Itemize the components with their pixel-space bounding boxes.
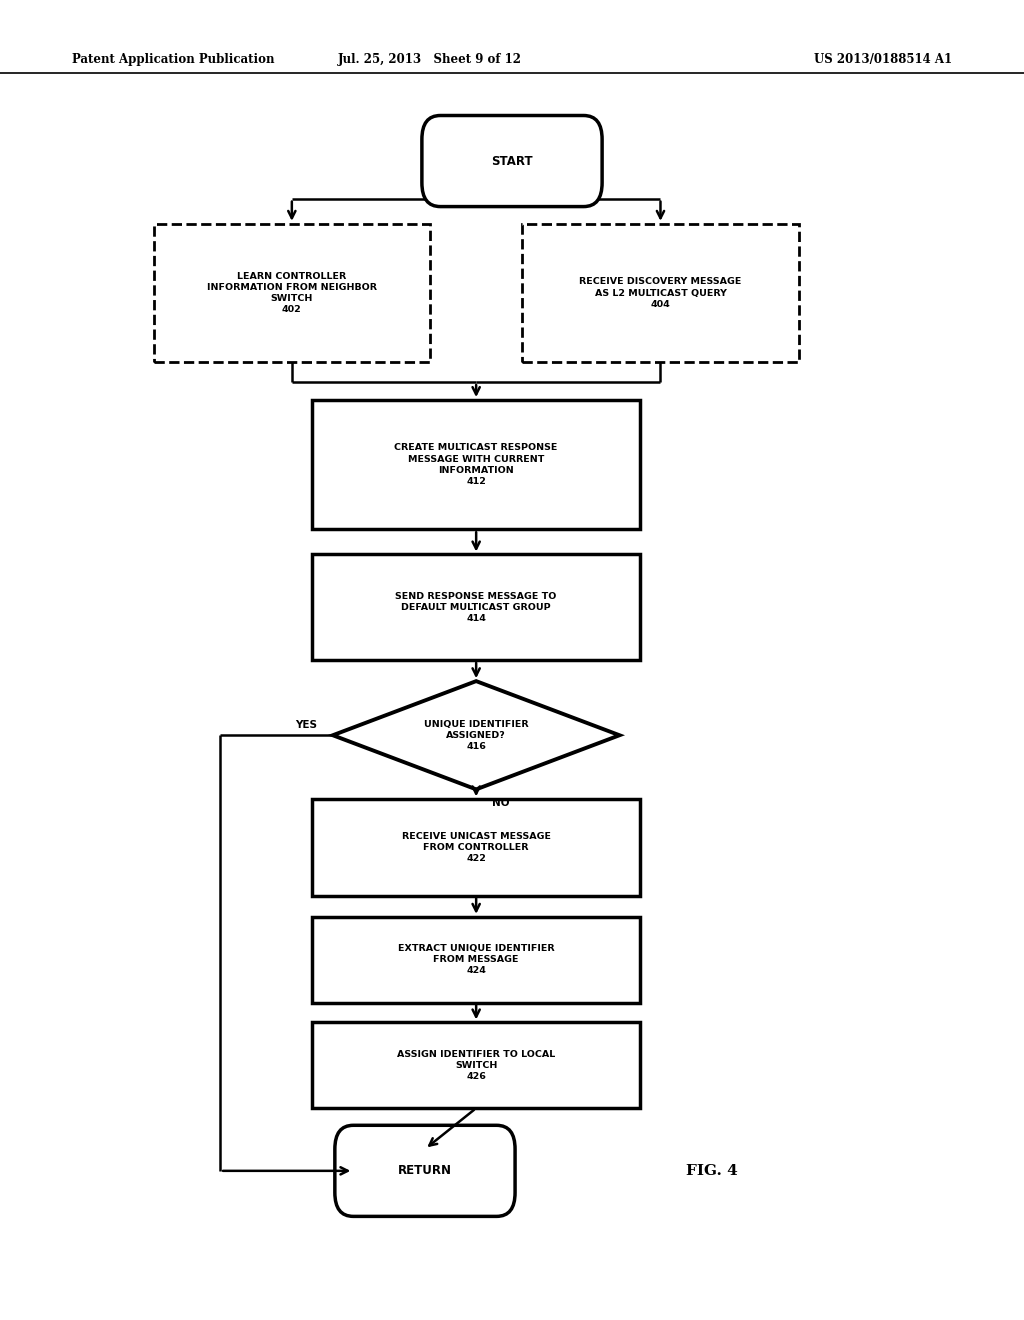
Text: UNIQUE IDENTIFIER
ASSIGNED?
416: UNIQUE IDENTIFIER ASSIGNED? 416 bbox=[424, 719, 528, 751]
FancyBboxPatch shape bbox=[335, 1125, 515, 1217]
Text: RECEIVE UNICAST MESSAGE
FROM CONTROLLER
422: RECEIVE UNICAST MESSAGE FROM CONTROLLER … bbox=[401, 832, 551, 863]
Bar bbox=[312, 916, 640, 1003]
Text: START: START bbox=[492, 154, 532, 168]
Bar bbox=[312, 1022, 640, 1109]
Text: EXTRACT UNIQUE IDENTIFIER
FROM MESSAGE
424: EXTRACT UNIQUE IDENTIFIER FROM MESSAGE 4… bbox=[398, 944, 554, 975]
Bar bbox=[522, 223, 799, 362]
Text: LEARN CONTROLLER
INFORMATION FROM NEIGHBOR
SWITCH
402: LEARN CONTROLLER INFORMATION FROM NEIGHB… bbox=[207, 272, 377, 314]
Bar bbox=[154, 223, 430, 362]
Bar bbox=[312, 400, 640, 529]
Bar bbox=[312, 554, 640, 660]
Text: ASSIGN IDENTIFIER TO LOCAL
SWITCH
426: ASSIGN IDENTIFIER TO LOCAL SWITCH 426 bbox=[397, 1049, 555, 1081]
Polygon shape bbox=[333, 681, 620, 789]
Text: Jul. 25, 2013   Sheet 9 of 12: Jul. 25, 2013 Sheet 9 of 12 bbox=[338, 53, 522, 66]
FancyBboxPatch shape bbox=[422, 115, 602, 206]
Text: YES: YES bbox=[296, 719, 317, 730]
Text: CREATE MULTICAST RESPONSE
MESSAGE WITH CURRENT
INFORMATION
412: CREATE MULTICAST RESPONSE MESSAGE WITH C… bbox=[394, 444, 558, 486]
Text: Patent Application Publication: Patent Application Publication bbox=[72, 53, 274, 66]
Bar bbox=[312, 799, 640, 895]
Text: RETURN: RETURN bbox=[398, 1164, 452, 1177]
Text: RECEIVE DISCOVERY MESSAGE
AS L2 MULTICAST QUERY
404: RECEIVE DISCOVERY MESSAGE AS L2 MULTICAS… bbox=[580, 277, 741, 309]
Text: US 2013/0188514 A1: US 2013/0188514 A1 bbox=[814, 53, 952, 66]
Text: NO: NO bbox=[492, 797, 509, 808]
Text: SEND RESPONSE MESSAGE TO
DEFAULT MULTICAST GROUP
414: SEND RESPONSE MESSAGE TO DEFAULT MULTICA… bbox=[395, 591, 557, 623]
Text: FIG. 4: FIG. 4 bbox=[686, 1164, 738, 1177]
